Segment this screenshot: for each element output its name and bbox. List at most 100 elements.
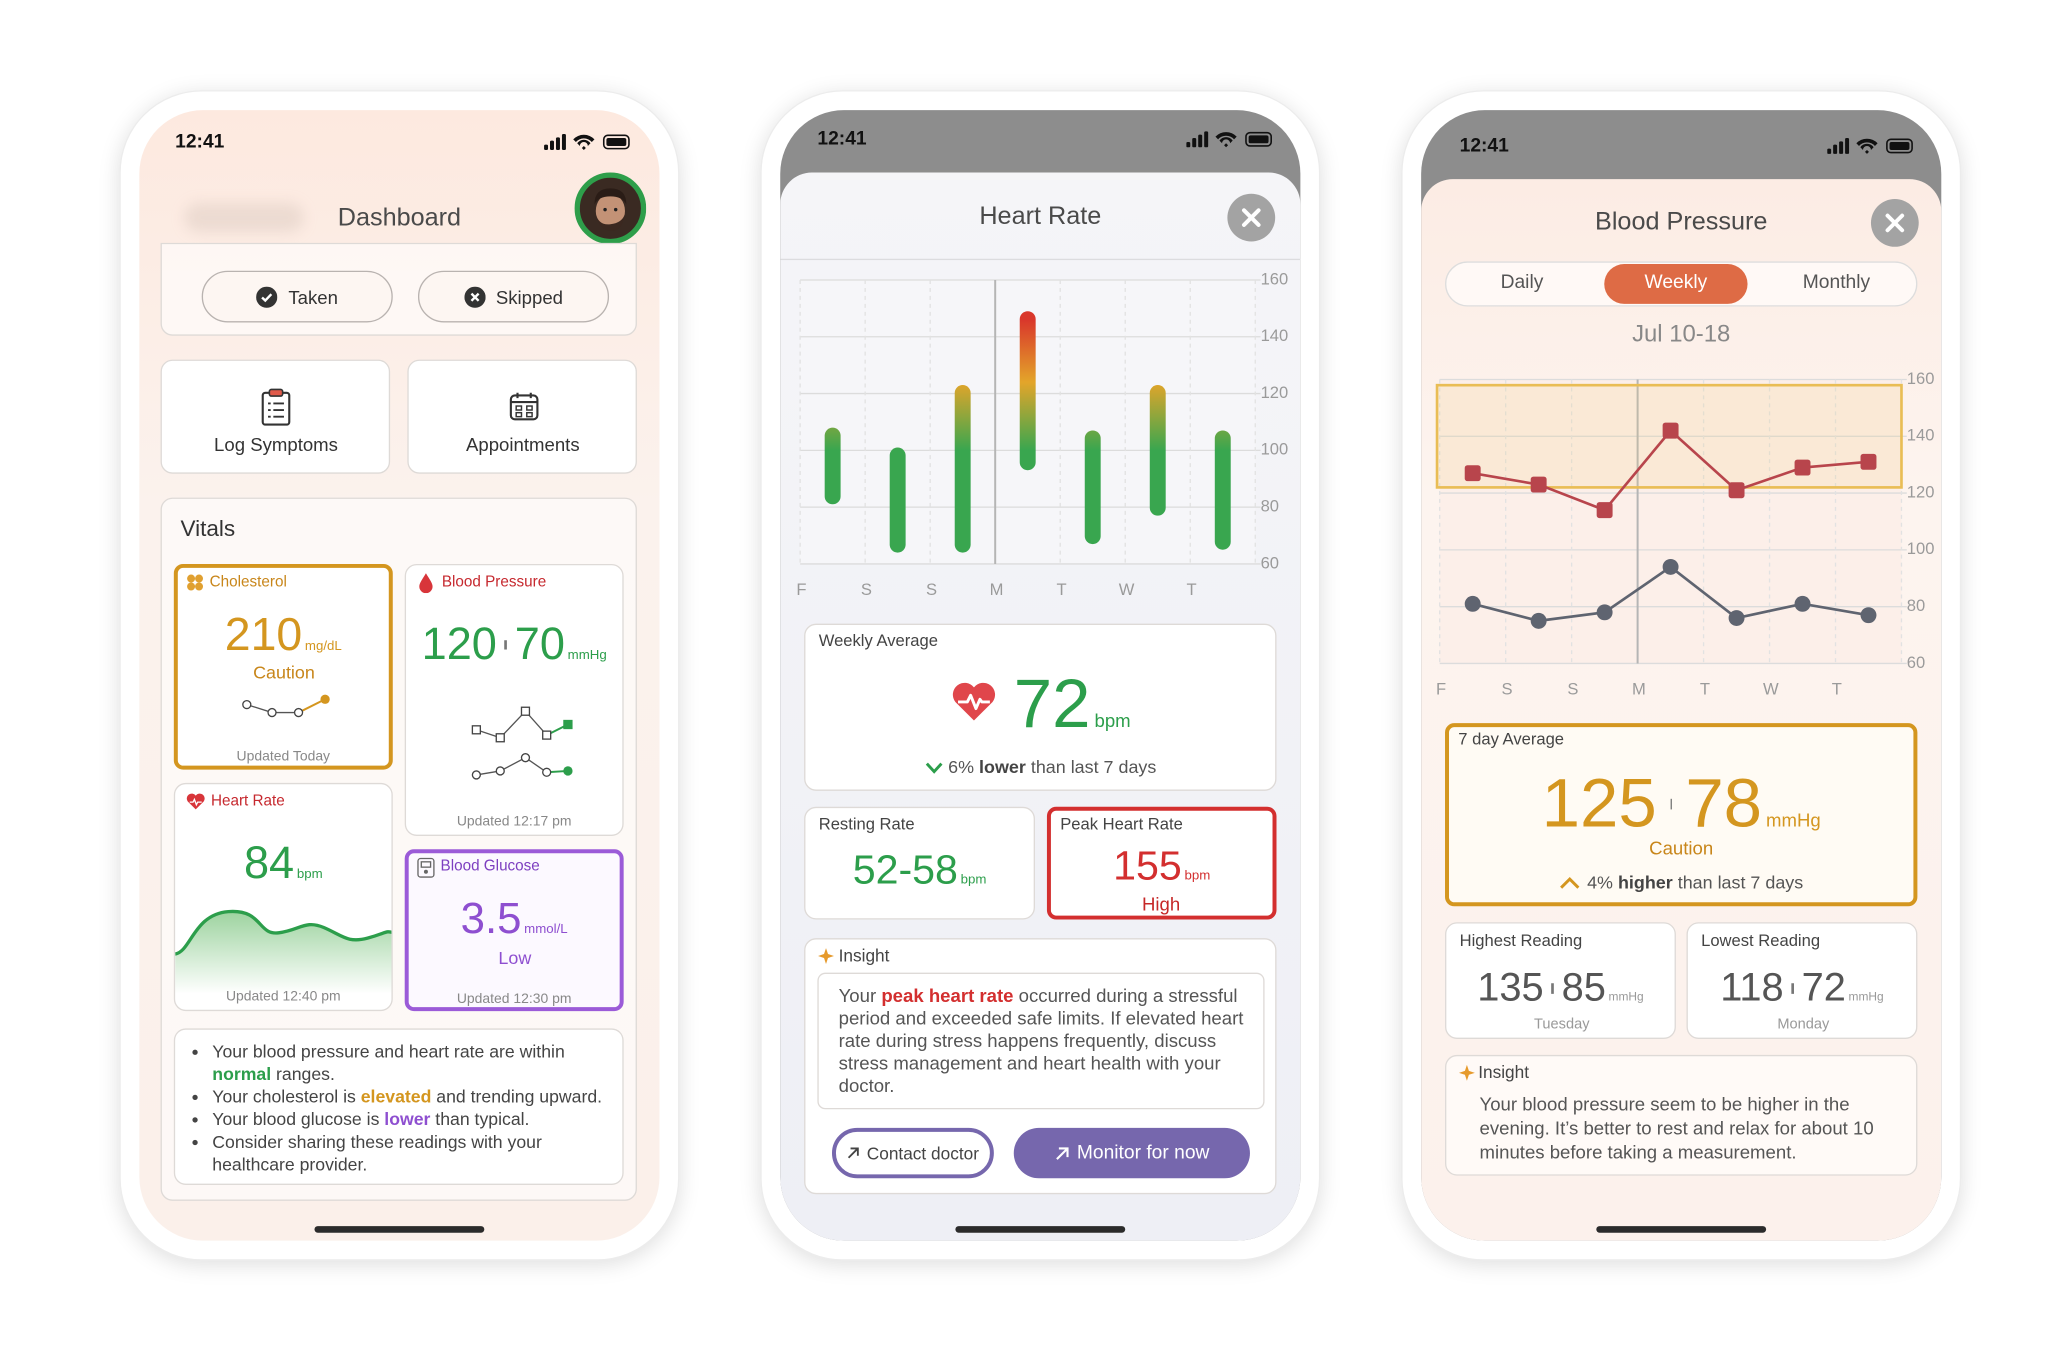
systolic: 135: [1477, 965, 1544, 1010]
point-marker: [1662, 422, 1679, 439]
status-icons: [1827, 137, 1913, 154]
sparkline: [471, 706, 573, 780]
contact-doctor-button[interactable]: Contact doctor: [831, 1127, 994, 1179]
value: 84: [243, 837, 295, 889]
direction: lower: [979, 757, 1026, 777]
summary-item: Your blood glucose is lower than typical…: [212, 1108, 623, 1131]
systolic: 125: [1541, 765, 1657, 843]
summary-item: Your blood pressure and heart rate are w…: [212, 1040, 623, 1085]
close-button[interactable]: [1227, 193, 1276, 242]
x-icon: [464, 285, 486, 308]
card-label: Lowest Reading: [1701, 931, 1821, 951]
card-label: Peak Heart Rate: [1060, 814, 1183, 834]
point-marker: [1794, 595, 1811, 612]
y-tick-label: 80: [1907, 596, 1925, 615]
text-segment: and trending upward.: [431, 1086, 603, 1107]
updated-label: Updated 12:30 pm: [456, 991, 572, 1008]
status-time: 12:41: [817, 128, 867, 150]
status: Caution: [253, 662, 315, 683]
divider: [780, 258, 1301, 261]
period: Jul 10-18: [1632, 320, 1731, 347]
value-row: 125 78 mmHg: [1449, 764, 1913, 844]
y-tick-label: 80: [1261, 497, 1279, 516]
comparison: than last 7 days: [1030, 757, 1157, 777]
skipped-button[interactable]: Skipped: [417, 270, 610, 323]
value-row: 120 70 mmHg: [406, 619, 622, 671]
close-button[interactable]: [1870, 199, 1919, 247]
log-symptoms-card[interactable]: Log Symptoms: [160, 359, 391, 474]
point-marker: [1530, 612, 1547, 629]
blood-pressure-card[interactable]: Blood Pressure 120 70 mmHg Updated 12:17 p…: [404, 563, 624, 836]
range-bar: [1214, 430, 1231, 550]
cholesterol-card[interactable]: Cholesterol 210 mg/dL Caution Updated Tod…: [173, 563, 393, 770]
insight-text: Your peak heart rate occurred during a s…: [839, 985, 1250, 1098]
status-icons: [544, 134, 630, 150]
status-time: 12:41: [1459, 135, 1509, 157]
tab[interactable]: Weekly: [1644, 272, 1708, 294]
status-icons: [1186, 131, 1272, 148]
value: 52-58: [852, 846, 958, 894]
phone-frame: 12:41 Blood Pressure Daily Weekly Monthl…: [1401, 90, 1962, 1261]
separator: [1791, 983, 1794, 994]
x-tick-label: S: [1501, 679, 1512, 698]
point-marker: [1662, 558, 1679, 575]
day: Tuesday: [1534, 1016, 1590, 1033]
separator: [1670, 799, 1673, 809]
y-tick-label: 60: [1907, 653, 1925, 672]
appointments-card[interactable]: Appointments: [407, 359, 637, 474]
heart-rate-wave: [175, 909, 392, 994]
cholesterol-icon: [187, 574, 204, 591]
highest-card: Highest Reading 135 85 mmHg Tuesday: [1445, 922, 1676, 1039]
blood-pressure-chart: 60 80 100 120 140 160 F S S M T W T: [1435, 369, 1935, 698]
card-label: 7 day Average: [1458, 729, 1565, 749]
heart-rate-card[interactable]: Heart Rate 84 bpm Updated 12:40 pm: [173, 782, 393, 1012]
trend-row: 4% higher than last 7 days: [1449, 872, 1913, 892]
heart-icon: [952, 682, 996, 721]
text-segment: peak heart rate: [881, 984, 1014, 1006]
diastolic: 70: [514, 619, 565, 670]
button-label: Monitor for now: [1076, 1142, 1210, 1164]
updated-label: Updated Today: [236, 748, 331, 765]
value-row: 155 bpm: [1051, 843, 1273, 891]
home-indicator: [955, 1226, 1126, 1233]
avatar[interactable]: [574, 172, 647, 245]
taken-button[interactable]: Taken: [201, 270, 393, 323]
systolic: 120: [421, 619, 497, 670]
point-marker: [1860, 453, 1877, 470]
y-tick-label: 120: [1907, 482, 1935, 501]
shortcut-label: Appointments: [466, 433, 580, 456]
point-marker: [1794, 459, 1811, 476]
unit: bpm: [1184, 869, 1211, 884]
value: 155: [1113, 842, 1182, 890]
value-row: 84 bpm: [175, 838, 391, 890]
direction: higher: [1617, 872, 1673, 893]
button-label: Taken: [288, 285, 338, 308]
point-marker: [1464, 595, 1481, 612]
unit: mmHg: [1766, 809, 1821, 831]
insight-title: Insight: [838, 945, 890, 966]
screen-title: Dashboard: [337, 204, 462, 233]
clipboard-icon: [261, 388, 291, 426]
card-label: Weekly Average: [818, 631, 938, 651]
tab[interactable]: Monthly: [1802, 272, 1871, 294]
value-row: 3.5 mmol/L: [409, 893, 620, 943]
unit: mmol/L: [524, 922, 568, 937]
tab[interactable]: Daily: [1500, 272, 1544, 294]
screen: 12:41 Dashboard Taken Skipped Log Sympto…: [139, 110, 660, 1241]
x-tick-label: W: [1763, 679, 1779, 698]
unit: bpm: [1094, 709, 1131, 732]
down-chevron: [925, 761, 942, 774]
change: 6%: [948, 757, 975, 777]
blood-glucose-card[interactable]: Blood Glucose 3.5 mmol/L Low Updated 12:3…: [404, 849, 624, 1012]
range-bar: [954, 385, 971, 553]
x-tick-label: T: [1187, 580, 1197, 599]
text-segment: Your: [838, 984, 882, 1006]
calendar-icon: [509, 392, 539, 421]
status: Low: [498, 948, 532, 968]
systolic: 118: [1720, 965, 1784, 1010]
average-card: 7 day Average 125 78 mmHg Caution 4% highe…: [1445, 723, 1918, 907]
monitor-button[interactable]: Monitor for now: [1013, 1127, 1250, 1179]
x-tick-label: T: [1832, 679, 1842, 698]
insight-card: Insight Your blood pressure seem to be h…: [1445, 1054, 1918, 1176]
